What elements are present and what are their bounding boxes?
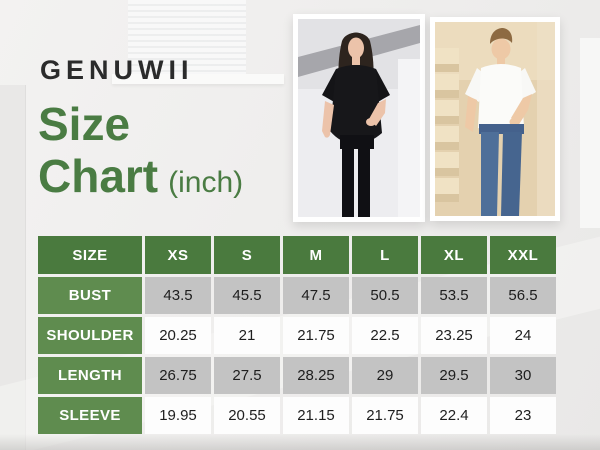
length-xxl: 30	[490, 357, 556, 394]
column-header-s: S	[214, 236, 280, 274]
shoulder-m: 21.75	[283, 317, 349, 354]
bust-m: 47.5	[283, 277, 349, 314]
length-s: 27.5	[214, 357, 280, 394]
length-xs: 26.75	[145, 357, 211, 394]
shoulder-xl: 23.25	[421, 317, 487, 354]
bottom-shadow	[0, 434, 600, 450]
shoulder-xs: 20.25	[145, 317, 211, 354]
sleeve-l: 21.75	[352, 397, 418, 434]
column-header-xxl: XXL	[490, 236, 556, 274]
sleeve-m: 21.15	[283, 397, 349, 434]
male-model-photo	[430, 17, 560, 221]
length-l: 29	[352, 357, 418, 394]
row-label-sleeve: SLEEVE	[38, 397, 142, 434]
bust-xs: 43.5	[145, 277, 211, 314]
column-header-l: L	[352, 236, 418, 274]
background-window-sill	[112, 74, 284, 84]
table-row-sleeve: SLEEVE 19.95 20.55 21.15 21.75 22.4 23	[38, 397, 556, 434]
column-header-xl: XL	[421, 236, 487, 274]
column-header-size: SIZE	[38, 236, 142, 274]
length-xl: 29.5	[421, 357, 487, 394]
brand-logo: GENUWII	[40, 55, 194, 85]
row-label-bust: BUST	[38, 277, 142, 314]
row-label-shoulder: SHOULDER	[38, 317, 142, 354]
row-label-length: LENGTH	[38, 357, 142, 394]
length-m: 28.25	[283, 357, 349, 394]
size-table: SIZE XS S M L XL XXL BUST 43.5 45.5 47.5…	[35, 233, 559, 437]
shoulder-s: 21	[214, 317, 280, 354]
sleeve-xxl: 23	[490, 397, 556, 434]
column-header-m: M	[283, 236, 349, 274]
background-window-blinds	[128, 0, 246, 76]
title-line-2: Chart (inch)	[38, 150, 244, 202]
bust-l: 50.5	[352, 277, 418, 314]
sleeve-s: 20.55	[214, 397, 280, 434]
table-row-bust: BUST 43.5 45.5 47.5 50.5 53.5 56.5	[38, 277, 556, 314]
shoulder-l: 22.5	[352, 317, 418, 354]
title-line-1: Size	[38, 98, 131, 150]
background-wall-strip	[580, 38, 600, 228]
table-header-row: SIZE XS S M L XL XXL	[38, 236, 556, 274]
bust-xxl: 56.5	[490, 277, 556, 314]
bust-xl: 53.5	[421, 277, 487, 314]
unit-label: (inch)	[168, 166, 244, 199]
bust-s: 45.5	[214, 277, 280, 314]
male-model-illustration	[435, 22, 555, 216]
table-row-shoulder: SHOULDER 20.25 21 21.75 22.5 23.25 24	[38, 317, 556, 354]
female-model-illustration	[298, 19, 420, 217]
page-title: Size Chart (inch)	[38, 98, 243, 209]
shoulder-xxl: 24	[490, 317, 556, 354]
table-row-length: LENGTH 26.75 27.5 28.25 29 29.5 30	[38, 357, 556, 394]
female-model-photo	[293, 14, 425, 222]
sleeve-xs: 19.95	[145, 397, 211, 434]
column-header-xs: XS	[145, 236, 211, 274]
sleeve-xl: 22.4	[421, 397, 487, 434]
